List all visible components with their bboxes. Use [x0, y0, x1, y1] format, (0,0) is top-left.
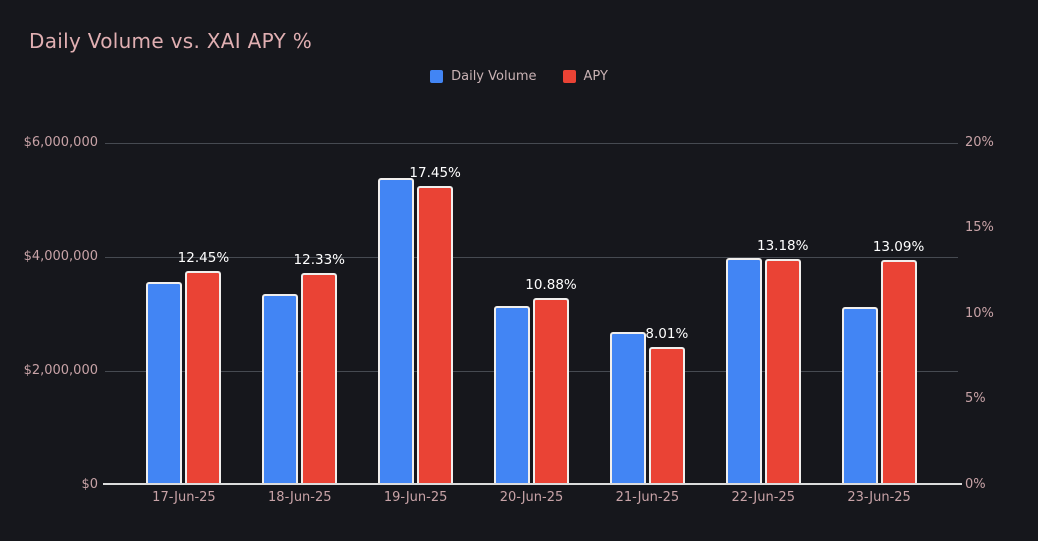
apy-value-label: 10.88%	[525, 277, 577, 293]
right-axis-tick: 10%	[965, 306, 994, 321]
left-axis-tick: $4,000,000	[23, 249, 98, 264]
x-axis-label: 19-Jun-25	[383, 490, 448, 505]
apy-bar[interactable]: 8.01%	[645, 326, 688, 484]
x-axis-labels: 17-Jun-25 18-Jun-25 19-Jun-25 20-Jun-25 21-J…	[105, 490, 958, 505]
daily-volume-bar[interactable]	[841, 307, 878, 484]
bar-group: 13.18%	[705, 142, 821, 484]
right-axis-tick: 0%	[965, 477, 986, 492]
daily-volume-bar[interactable]	[725, 258, 762, 484]
apy-bar[interactable]: 10.88%	[525, 277, 577, 484]
right-axis-tick: 20%	[965, 135, 994, 150]
bar-group: 17.45%	[358, 142, 474, 484]
daily-volume-bar[interactable]	[378, 178, 415, 484]
apy-value-label: 8.01%	[645, 326, 689, 342]
legend-label-daily-volume: Daily Volume	[451, 69, 537, 84]
legend-item-daily-volume[interactable]: Daily Volume	[430, 69, 537, 84]
legend: Daily Volume APY	[0, 69, 1038, 84]
bar-group: 8.01%	[589, 142, 705, 484]
apy-value-label: 17.45%	[409, 165, 461, 181]
left-axis-tick: $6,000,000	[23, 135, 98, 150]
apy-bar[interactable]: 13.09%	[873, 239, 924, 484]
bar-group: 13.09%	[821, 142, 937, 484]
apy-bar[interactable]: 12.33%	[294, 252, 345, 484]
x-axis-label: 17-Jun-25	[152, 490, 216, 505]
legend-item-apy[interactable]: APY	[562, 69, 608, 84]
legend-label-apy: APY	[583, 69, 608, 84]
bar-group: 12.45%	[126, 142, 242, 484]
apy-value-label: 12.33%	[293, 252, 346, 268]
bar-group: 10.88%	[474, 142, 590, 484]
apy-value-label: 13.18%	[756, 238, 809, 254]
daily-volume-bar[interactable]	[146, 282, 183, 484]
chart-title: Daily Volume vs. XAI APY %	[29, 29, 312, 53]
apy-bar[interactable]: 13.18%	[757, 238, 808, 484]
daily-volume-bar[interactable]	[262, 294, 299, 484]
gridline	[105, 371, 958, 372]
daily-volume-bar[interactable]	[609, 332, 646, 484]
gridline	[105, 257, 958, 258]
x-axis-label: 20-Jun-25	[499, 490, 564, 505]
x-axis-label: 21-Jun-25	[615, 490, 680, 505]
apy-value-label: 13.09%	[872, 239, 925, 255]
right-axis-tick: 5%	[965, 391, 986, 406]
apy-bar[interactable]: 17.45%	[409, 165, 461, 484]
apy-value-label: 12.45%	[177, 250, 230, 266]
bar-groups: 12.45% 12.33% 17.45% 10.88% 8.01% 13.18% 13.09…	[105, 142, 958, 484]
daily-volume-swatch-icon	[430, 70, 444, 83]
x-axis-label: 23-Jun-25	[847, 490, 911, 505]
gridline	[105, 143, 958, 144]
daily-volume-bar[interactable]	[494, 306, 530, 484]
apy-swatch-icon	[562, 70, 576, 83]
x-axis-label: 22-Jun-25	[731, 490, 795, 505]
left-axis-tick: $0	[81, 477, 98, 492]
left-axis-tick: $2,000,000	[23, 363, 98, 378]
x-axis-line	[103, 483, 962, 485]
plot-area: 12.45% 12.33% 17.45% 10.88% 8.01% 13.18% 13.09…	[103, 142, 962, 485]
x-axis-label: 18-Jun-25	[268, 490, 332, 505]
bar-group: 12.33%	[242, 142, 358, 484]
apy-bar[interactable]: 12.45%	[178, 250, 229, 484]
right-axis-tick: 15%	[965, 220, 994, 235]
